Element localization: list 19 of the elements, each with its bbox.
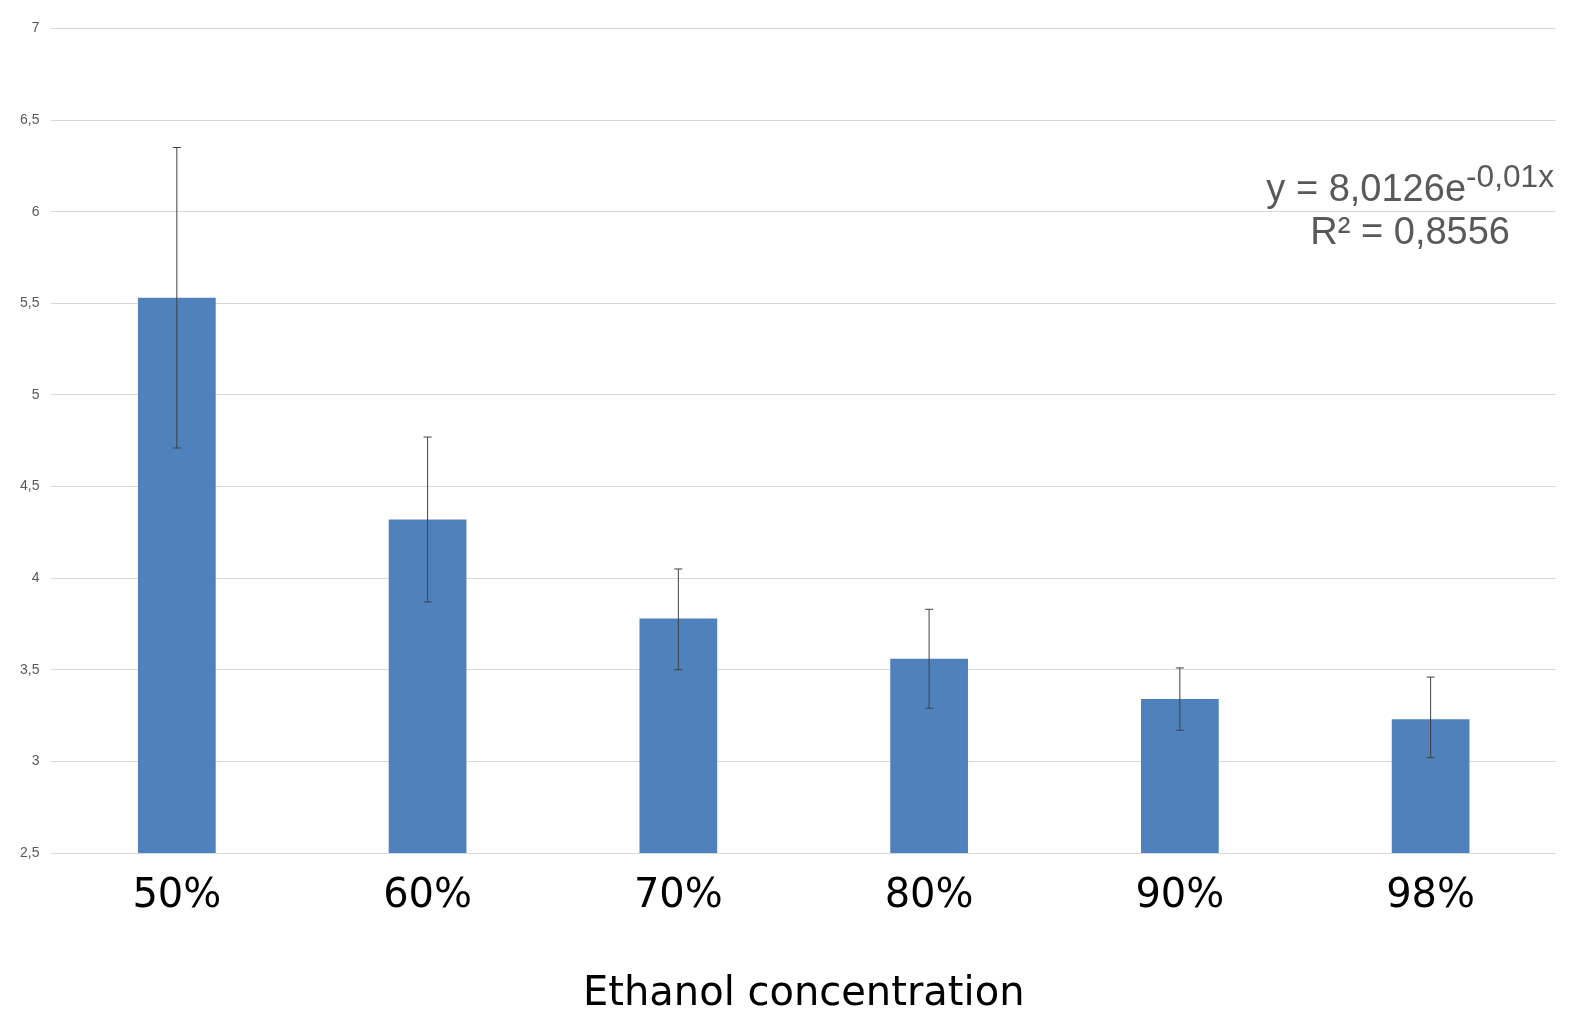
y-tick-label: 7 <box>31 19 40 36</box>
x-tick-label: 70% <box>633 870 723 917</box>
y-tick-label: 6,5 <box>19 110 40 127</box>
y-tick-label: 6 <box>31 202 40 219</box>
annotation: y = 8,0126e$^{-0,01x}$ <box>1266 158 1554 211</box>
x-tick-label: 60% <box>383 870 473 917</box>
annotation: R² = 0,8556 <box>1309 210 1511 255</box>
y-tick-label: 2,5 <box>19 843 40 860</box>
y-tick-label: 5,5 <box>19 294 40 311</box>
y-tick-label: 3 <box>31 752 40 769</box>
y-tick-label: 4,5 <box>19 477 40 494</box>
x-axis-title: Ethanol concentration <box>582 968 1025 1015</box>
x-tick-label: 98% <box>1386 870 1476 917</box>
y-tick-label: 4 <box>31 568 40 585</box>
x-tick-label: 80% <box>884 870 974 917</box>
x-tick-label: 50% <box>132 870 222 917</box>
y-tick-label: 5 <box>31 385 40 402</box>
y-tick-label: 3,5 <box>19 660 40 677</box>
x-tick-label: 90% <box>1135 870 1225 917</box>
